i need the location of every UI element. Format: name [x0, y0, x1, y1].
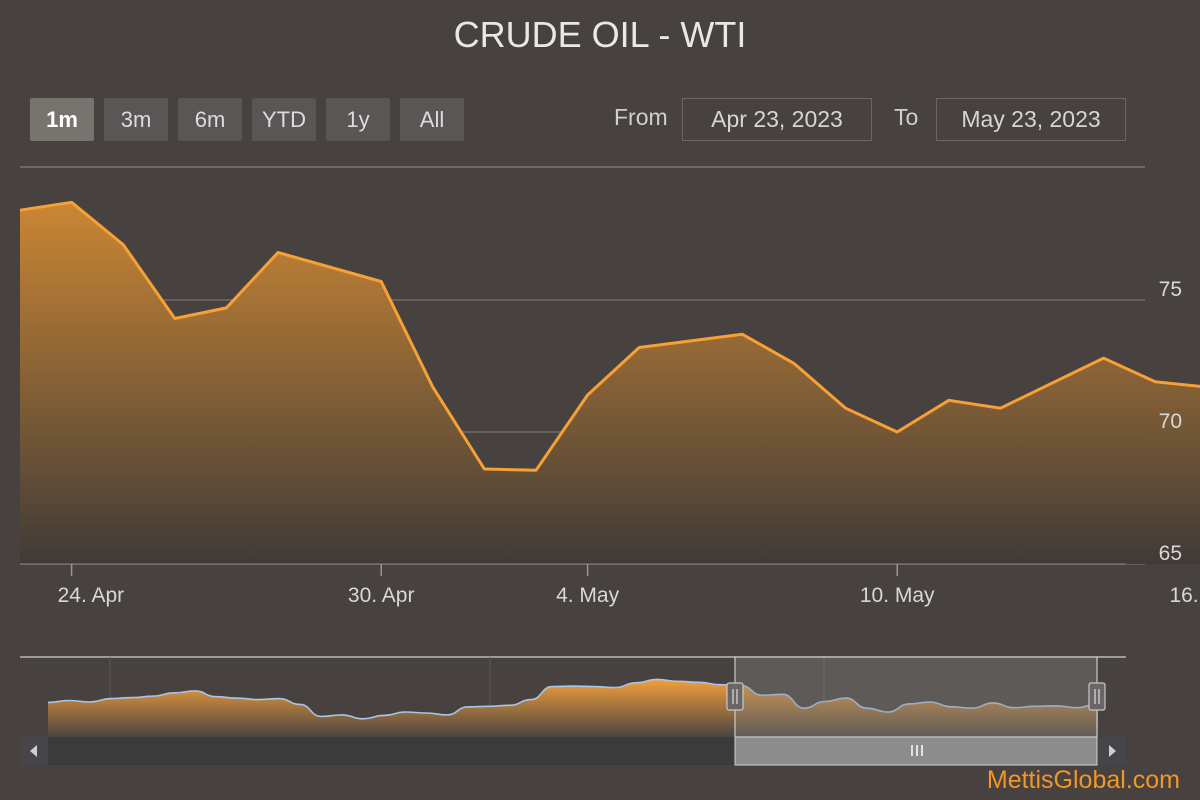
x-tick-label: 4. May — [556, 584, 620, 607]
chevron-right-icon — [1109, 745, 1116, 757]
brand-link[interactable]: MettisGlobal.com — [986, 766, 1180, 794]
price-area — [20, 202, 1200, 564]
x-tick-label: 24. Apr — [58, 584, 125, 607]
navigator-selected-range[interactable] — [734, 656, 1098, 738]
navigator-line — [47, 678, 1099, 720]
navigator[interactable]: Mar '23Apr '23May '23 — [20, 656, 1126, 738]
range-button-1y[interactable]: 1y — [326, 98, 390, 141]
price-line — [19, 200, 1200, 472]
y-tick-label: 75 — [1159, 278, 1182, 301]
navigator-left-handle[interactable] — [726, 682, 744, 711]
navigator-right-handle[interactable] — [1088, 682, 1106, 711]
x-tick-label: 10. May — [860, 584, 935, 607]
from-label: From — [614, 104, 668, 130]
from-date-input[interactable]: Apr 23, 2023 — [682, 98, 872, 141]
range-button-3m[interactable]: 3m — [104, 98, 168, 141]
scroll-right-button[interactable] — [1098, 737, 1126, 765]
range-button-all[interactable]: All — [400, 98, 464, 141]
y-tick-label: 65 — [1159, 542, 1182, 565]
scrollbar[interactable] — [20, 736, 1126, 766]
to-date-input[interactable]: May 23, 2023 — [936, 98, 1126, 141]
range-button-ytd[interactable]: YTD — [252, 98, 316, 141]
scroll-left-button[interactable] — [20, 737, 48, 765]
navigator-area — [48, 679, 1098, 737]
y-tick-label: 70 — [1159, 410, 1182, 433]
scrollbar-thumb[interactable] — [734, 736, 1098, 766]
range-button-6m[interactable]: 6m — [178, 98, 242, 141]
chart-title: CRUDE OIL - WTI — [453, 14, 747, 55]
range-button-1m[interactable]: 1m — [30, 98, 94, 141]
to-label: To — [894, 104, 919, 130]
chevron-left-icon — [30, 745, 37, 757]
x-tick-label: 30. Apr — [348, 584, 415, 607]
x-tick-label: 16. May — [1169, 584, 1200, 607]
